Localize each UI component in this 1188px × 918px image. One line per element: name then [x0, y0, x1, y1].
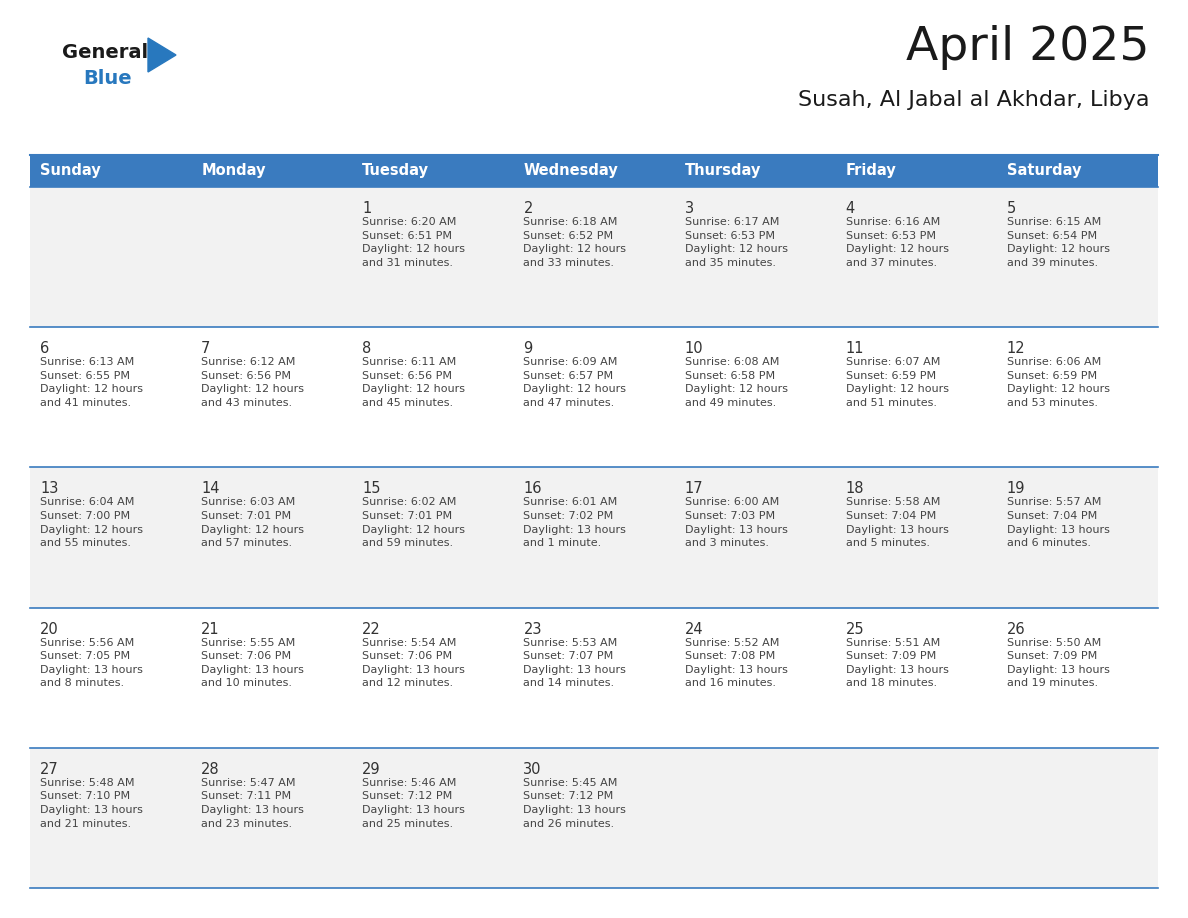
Text: 10: 10 [684, 341, 703, 356]
Text: Sunrise: 6:12 AM
Sunset: 6:56 PM
Daylight: 12 hours
and 43 minutes.: Sunrise: 6:12 AM Sunset: 6:56 PM Dayligh… [201, 357, 304, 408]
Text: Thursday: Thursday [684, 163, 762, 178]
Text: 2: 2 [524, 201, 532, 216]
Text: Sunrise: 5:58 AM
Sunset: 7:04 PM
Daylight: 13 hours
and 5 minutes.: Sunrise: 5:58 AM Sunset: 7:04 PM Dayligh… [846, 498, 948, 548]
Text: Sunrise: 6:09 AM
Sunset: 6:57 PM
Daylight: 12 hours
and 47 minutes.: Sunrise: 6:09 AM Sunset: 6:57 PM Dayligh… [524, 357, 626, 408]
Text: Sunrise: 5:57 AM
Sunset: 7:04 PM
Daylight: 13 hours
and 6 minutes.: Sunrise: 5:57 AM Sunset: 7:04 PM Dayligh… [1007, 498, 1110, 548]
Text: Sunrise: 6:02 AM
Sunset: 7:01 PM
Daylight: 12 hours
and 59 minutes.: Sunrise: 6:02 AM Sunset: 7:01 PM Dayligh… [362, 498, 466, 548]
Text: 6: 6 [40, 341, 49, 356]
Text: Monday: Monday [201, 163, 266, 178]
Text: Sunrise: 6:13 AM
Sunset: 6:55 PM
Daylight: 12 hours
and 41 minutes.: Sunrise: 6:13 AM Sunset: 6:55 PM Dayligh… [40, 357, 143, 408]
Text: Sunrise: 6:00 AM
Sunset: 7:03 PM
Daylight: 13 hours
and 3 minutes.: Sunrise: 6:00 AM Sunset: 7:03 PM Dayligh… [684, 498, 788, 548]
Text: Susah, Al Jabal al Akhdar, Libya: Susah, Al Jabal al Akhdar, Libya [798, 90, 1150, 110]
Text: Sunrise: 6:20 AM
Sunset: 6:51 PM
Daylight: 12 hours
and 31 minutes.: Sunrise: 6:20 AM Sunset: 6:51 PM Dayligh… [362, 217, 466, 268]
Text: 16: 16 [524, 481, 542, 497]
Text: Sunrise: 6:03 AM
Sunset: 7:01 PM
Daylight: 12 hours
and 57 minutes.: Sunrise: 6:03 AM Sunset: 7:01 PM Dayligh… [201, 498, 304, 548]
Text: Sunrise: 6:18 AM
Sunset: 6:52 PM
Daylight: 12 hours
and 33 minutes.: Sunrise: 6:18 AM Sunset: 6:52 PM Dayligh… [524, 217, 626, 268]
Text: Saturday: Saturday [1007, 163, 1081, 178]
Text: 25: 25 [846, 621, 865, 636]
Text: 29: 29 [362, 762, 381, 777]
Text: 24: 24 [684, 621, 703, 636]
Text: Sunrise: 6:01 AM
Sunset: 7:02 PM
Daylight: 13 hours
and 1 minute.: Sunrise: 6:01 AM Sunset: 7:02 PM Dayligh… [524, 498, 626, 548]
Text: 1: 1 [362, 201, 372, 216]
Text: 15: 15 [362, 481, 381, 497]
Text: Blue: Blue [83, 69, 132, 87]
Bar [30, 748, 1158, 888]
Text: Sunrise: 5:45 AM
Sunset: 7:12 PM
Daylight: 13 hours
and 26 minutes.: Sunrise: 5:45 AM Sunset: 7:12 PM Dayligh… [524, 778, 626, 829]
Text: Sunrise: 5:47 AM
Sunset: 7:11 PM
Daylight: 13 hours
and 23 minutes.: Sunrise: 5:47 AM Sunset: 7:11 PM Dayligh… [201, 778, 304, 829]
Text: Sunrise: 6:15 AM
Sunset: 6:54 PM
Daylight: 12 hours
and 39 minutes.: Sunrise: 6:15 AM Sunset: 6:54 PM Dayligh… [1007, 217, 1110, 268]
Text: Sunrise: 6:04 AM
Sunset: 7:00 PM
Daylight: 12 hours
and 55 minutes.: Sunrise: 6:04 AM Sunset: 7:00 PM Dayligh… [40, 498, 143, 548]
Text: 13: 13 [40, 481, 58, 497]
Text: Sunrise: 5:52 AM
Sunset: 7:08 PM
Daylight: 13 hours
and 16 minutes.: Sunrise: 5:52 AM Sunset: 7:08 PM Dayligh… [684, 638, 788, 688]
Bar [30, 467, 1158, 608]
Bar [30, 608, 1158, 748]
Text: Sunrise: 6:06 AM
Sunset: 6:59 PM
Daylight: 12 hours
and 53 minutes.: Sunrise: 6:06 AM Sunset: 6:59 PM Dayligh… [1007, 357, 1110, 408]
Text: Sunday: Sunday [40, 163, 101, 178]
Bar [30, 187, 1158, 327]
Text: General: General [62, 42, 148, 62]
Text: Sunrise: 5:56 AM
Sunset: 7:05 PM
Daylight: 13 hours
and 8 minutes.: Sunrise: 5:56 AM Sunset: 7:05 PM Dayligh… [40, 638, 143, 688]
Polygon shape [148, 38, 176, 72]
Text: 19: 19 [1007, 481, 1025, 497]
Text: Tuesday: Tuesday [362, 163, 429, 178]
Text: 8: 8 [362, 341, 372, 356]
Text: 12: 12 [1007, 341, 1025, 356]
Text: 28: 28 [201, 762, 220, 777]
Text: 26: 26 [1007, 621, 1025, 636]
Text: Sunrise: 6:08 AM
Sunset: 6:58 PM
Daylight: 12 hours
and 49 minutes.: Sunrise: 6:08 AM Sunset: 6:58 PM Dayligh… [684, 357, 788, 408]
Text: Wednesday: Wednesday [524, 163, 618, 178]
Bar [30, 327, 1158, 467]
Text: 23: 23 [524, 621, 542, 636]
Text: 17: 17 [684, 481, 703, 497]
Text: Sunrise: 5:55 AM
Sunset: 7:06 PM
Daylight: 13 hours
and 10 minutes.: Sunrise: 5:55 AM Sunset: 7:06 PM Dayligh… [201, 638, 304, 688]
Text: Sunrise: 6:07 AM
Sunset: 6:59 PM
Daylight: 12 hours
and 51 minutes.: Sunrise: 6:07 AM Sunset: 6:59 PM Dayligh… [846, 357, 949, 408]
Text: 18: 18 [846, 481, 864, 497]
Text: 11: 11 [846, 341, 864, 356]
Text: 7: 7 [201, 341, 210, 356]
Text: Sunrise: 5:46 AM
Sunset: 7:12 PM
Daylight: 13 hours
and 25 minutes.: Sunrise: 5:46 AM Sunset: 7:12 PM Dayligh… [362, 778, 466, 829]
Text: 4: 4 [846, 201, 855, 216]
Text: 14: 14 [201, 481, 220, 497]
Bar [30, 155, 1158, 187]
Text: 5: 5 [1007, 201, 1016, 216]
Text: 3: 3 [684, 201, 694, 216]
Text: Sunrise: 6:11 AM
Sunset: 6:56 PM
Daylight: 12 hours
and 45 minutes.: Sunrise: 6:11 AM Sunset: 6:56 PM Dayligh… [362, 357, 466, 408]
Text: Sunrise: 5:53 AM
Sunset: 7:07 PM
Daylight: 13 hours
and 14 minutes.: Sunrise: 5:53 AM Sunset: 7:07 PM Dayligh… [524, 638, 626, 688]
Text: Sunrise: 6:16 AM
Sunset: 6:53 PM
Daylight: 12 hours
and 37 minutes.: Sunrise: 6:16 AM Sunset: 6:53 PM Dayligh… [846, 217, 949, 268]
Text: 20: 20 [40, 621, 58, 636]
Text: 9: 9 [524, 341, 532, 356]
Text: 30: 30 [524, 762, 542, 777]
Text: 22: 22 [362, 621, 381, 636]
Text: Sunrise: 6:17 AM
Sunset: 6:53 PM
Daylight: 12 hours
and 35 minutes.: Sunrise: 6:17 AM Sunset: 6:53 PM Dayligh… [684, 217, 788, 268]
Text: Sunrise: 5:50 AM
Sunset: 7:09 PM
Daylight: 13 hours
and 19 minutes.: Sunrise: 5:50 AM Sunset: 7:09 PM Dayligh… [1007, 638, 1110, 688]
Text: April 2025: April 2025 [906, 26, 1150, 71]
Text: Friday: Friday [846, 163, 897, 178]
Text: 21: 21 [201, 621, 220, 636]
Text: Sunrise: 5:51 AM
Sunset: 7:09 PM
Daylight: 13 hours
and 18 minutes.: Sunrise: 5:51 AM Sunset: 7:09 PM Dayligh… [846, 638, 948, 688]
Text: Sunrise: 5:48 AM
Sunset: 7:10 PM
Daylight: 13 hours
and 21 minutes.: Sunrise: 5:48 AM Sunset: 7:10 PM Dayligh… [40, 778, 143, 829]
Text: Sunrise: 5:54 AM
Sunset: 7:06 PM
Daylight: 13 hours
and 12 minutes.: Sunrise: 5:54 AM Sunset: 7:06 PM Dayligh… [362, 638, 466, 688]
Text: 27: 27 [40, 762, 58, 777]
